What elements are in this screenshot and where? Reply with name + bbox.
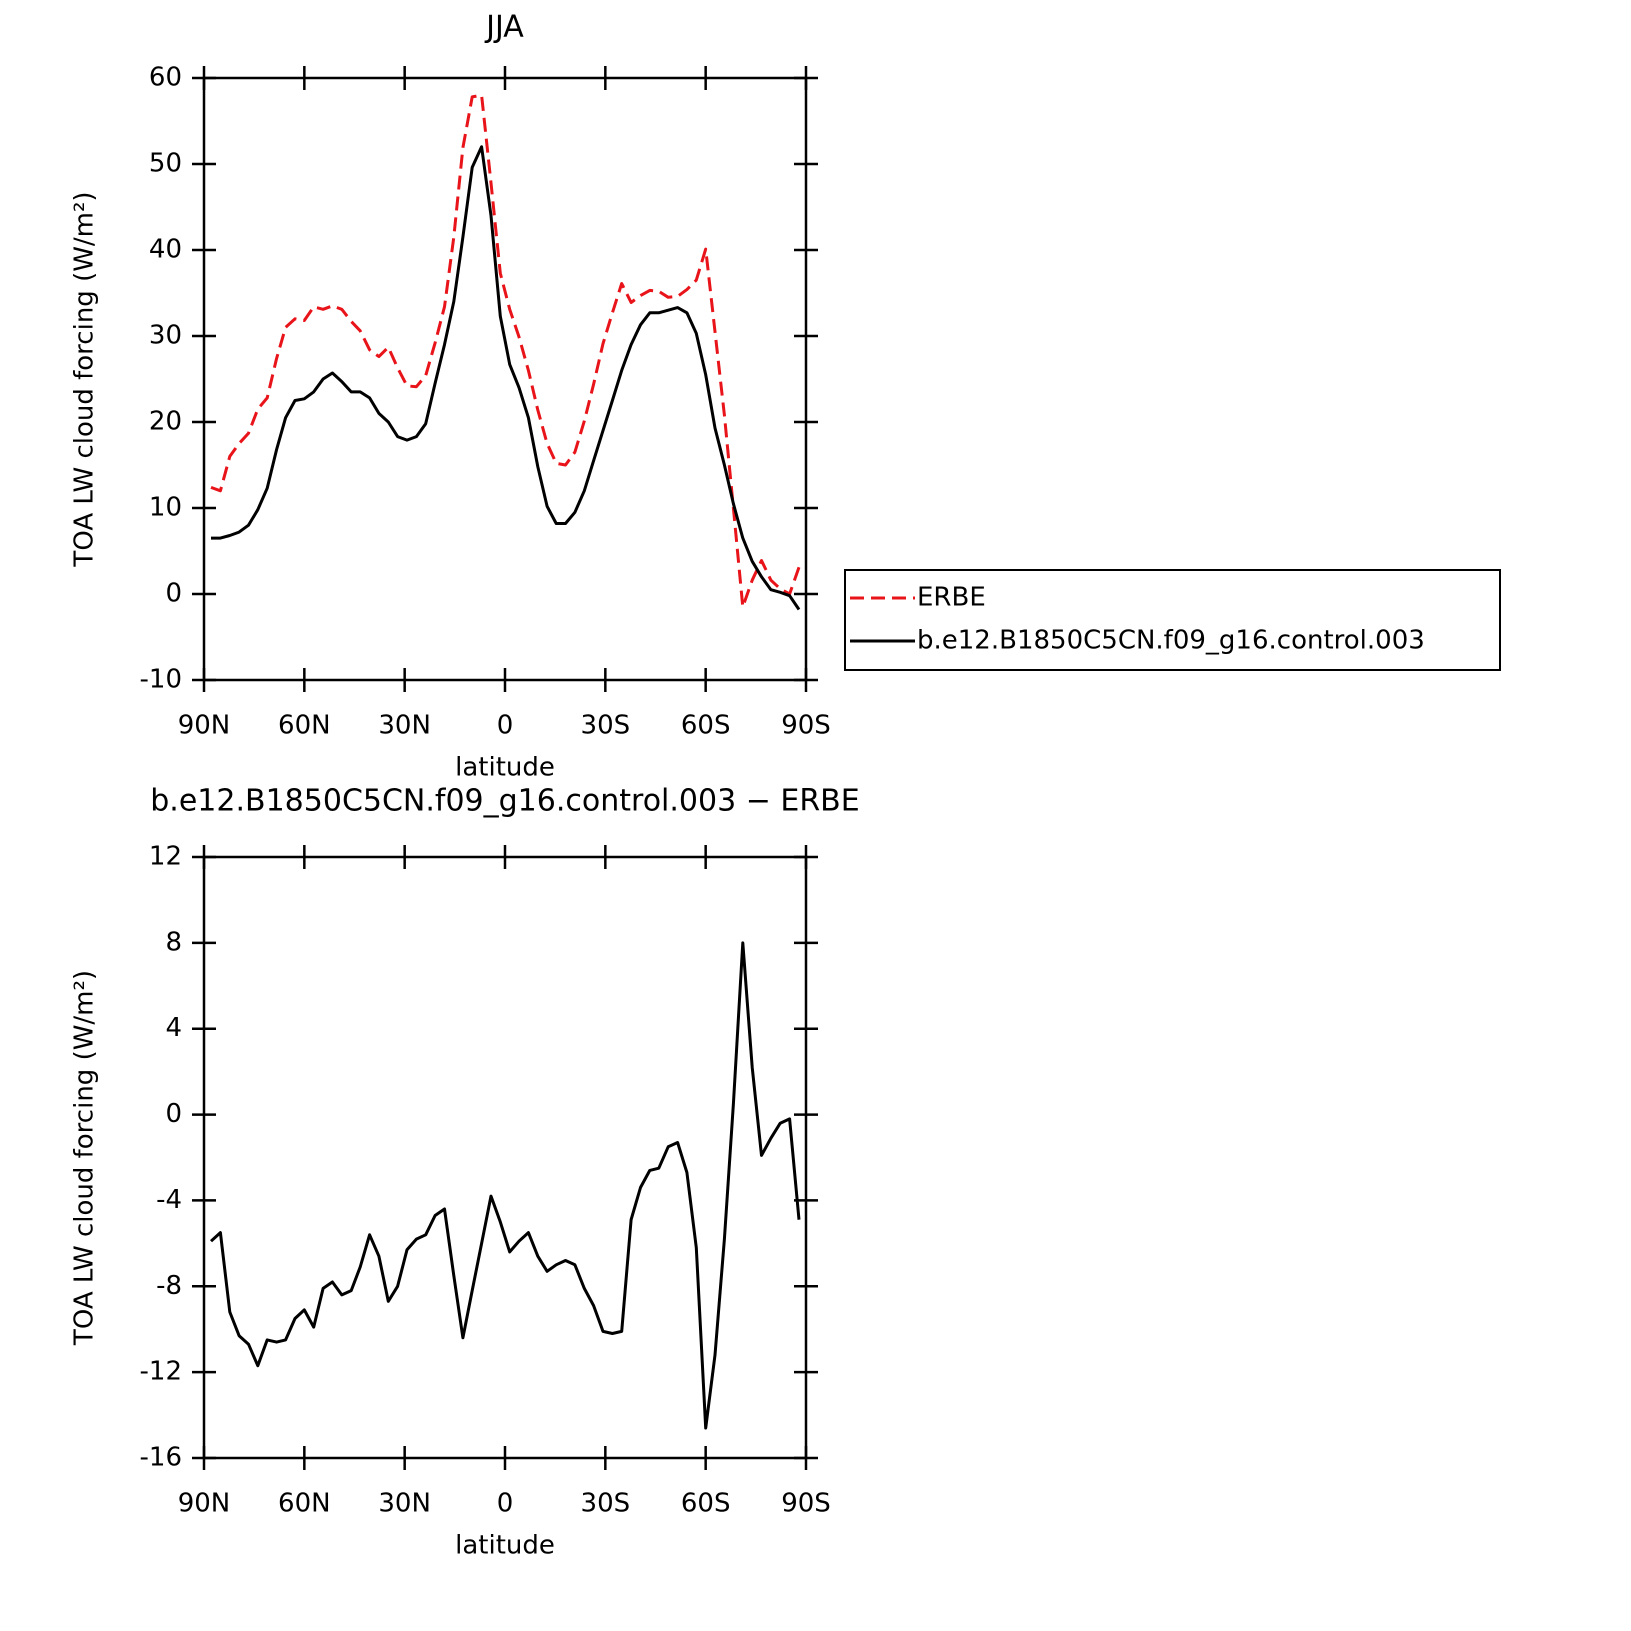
x-tick-label: 0 (497, 711, 514, 741)
y-tick-label: 0 (165, 1099, 182, 1129)
plot-frame (202, 855, 808, 1460)
y-tick-label: -8 (156, 1271, 182, 1301)
y-tick-label: 20 (149, 407, 182, 437)
x-axis-label: latitude (455, 1531, 555, 1561)
chart-title: b.e12.B1850C5CN.f09_g16.control.003 − ER… (150, 784, 859, 819)
y-tick-label: -4 (156, 1185, 182, 1215)
y-tick-label: -12 (140, 1357, 182, 1387)
plot-frame (202, 76, 808, 682)
y-tick-label: 40 (149, 235, 182, 265)
x-tick-label: 90N (178, 711, 231, 741)
y-tick-label: 10 (149, 493, 182, 523)
chart-title: JJA (484, 10, 524, 45)
y-tick-label: 8 (165, 927, 182, 957)
y-tick-label: 30 (149, 321, 182, 351)
x-tick-label: 30N (378, 711, 431, 741)
legend-label: ERBE (917, 583, 986, 613)
legend-box (844, 569, 1501, 671)
y-tick-label: 12 (149, 842, 182, 872)
data-line (210, 93, 801, 609)
x-axis-label: latitude (455, 753, 555, 783)
data-line (209, 941, 801, 1430)
data-line (211, 145, 801, 611)
x-tick-label: 60N (278, 1489, 331, 1519)
y-tick-label: 4 (165, 1013, 182, 1043)
x-tick-label: 60N (278, 711, 331, 741)
y-tick-label: 50 (149, 149, 182, 179)
y-tick-label: -10 (140, 665, 182, 695)
y-tick-label: -16 (140, 1443, 182, 1473)
x-tick-label: 30N (378, 1489, 431, 1519)
x-tick-label: 0 (497, 1489, 514, 1519)
x-tick-label: 30S (581, 711, 631, 741)
y-tick-label: 60 (149, 63, 182, 93)
x-tick-label: 90N (178, 1489, 231, 1519)
legend-label: b.e12.B1850C5CN.f09_g16.control.003 (917, 626, 1425, 656)
x-tick-label: 60S (681, 711, 731, 741)
x-tick-label: 30S (581, 1489, 631, 1519)
x-tick-label: 90S (781, 711, 831, 741)
x-tick-label: 90S (781, 1489, 831, 1519)
y-axis-label: TOA LW cloud forcing (W/m²) (70, 970, 100, 1346)
y-axis-label: TOA LW cloud forcing (W/m²) (70, 191, 100, 567)
y-tick-label: 0 (165, 579, 182, 609)
x-tick-label: 60S (681, 1489, 731, 1519)
